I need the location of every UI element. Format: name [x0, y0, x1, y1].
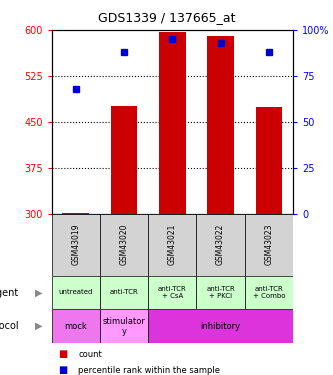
Text: ■: ■: [58, 365, 68, 375]
Text: stimulator
y: stimulator y: [103, 316, 146, 336]
Text: anti-TCR: anti-TCR: [110, 290, 139, 296]
Text: GSM43019: GSM43019: [71, 224, 80, 266]
Bar: [100, 309, 148, 343]
Text: count: count: [78, 350, 102, 359]
Bar: [207, 36, 234, 214]
Bar: [148, 309, 293, 343]
Text: percentile rank within the sample: percentile rank within the sample: [78, 366, 220, 375]
Text: ■: ■: [58, 349, 68, 359]
Bar: [148, 214, 196, 276]
Text: anti-TCR
+ PKCi: anti-TCR + PKCi: [206, 286, 235, 299]
Text: protocol: protocol: [0, 321, 18, 331]
Bar: [148, 276, 196, 309]
Bar: [245, 214, 293, 276]
Bar: [159, 32, 185, 214]
Bar: [245, 276, 293, 309]
Bar: [256, 107, 282, 214]
Text: GSM43022: GSM43022: [216, 224, 225, 266]
Text: anti-TCR
+ Combo: anti-TCR + Combo: [253, 286, 285, 299]
Bar: [111, 106, 137, 214]
Bar: [100, 214, 148, 276]
Bar: [63, 213, 89, 214]
Text: ▶: ▶: [35, 321, 42, 331]
Bar: [100, 276, 148, 309]
Bar: [196, 276, 245, 309]
Text: untreated: untreated: [59, 290, 93, 296]
Text: GSM43021: GSM43021: [168, 224, 177, 266]
Text: GSM43023: GSM43023: [264, 224, 273, 266]
Text: mock: mock: [64, 322, 87, 331]
Text: GSM43020: GSM43020: [120, 224, 129, 266]
Bar: [196, 214, 245, 276]
Text: agent: agent: [0, 288, 18, 297]
Text: anti-TCR
+ CsA: anti-TCR + CsA: [158, 286, 187, 299]
Text: ▶: ▶: [35, 288, 42, 297]
Bar: [52, 276, 100, 309]
Text: GDS1339 / 137665_at: GDS1339 / 137665_at: [98, 11, 235, 24]
Bar: [52, 214, 100, 276]
Bar: [52, 309, 100, 343]
Text: inhibitory: inhibitory: [200, 322, 241, 331]
